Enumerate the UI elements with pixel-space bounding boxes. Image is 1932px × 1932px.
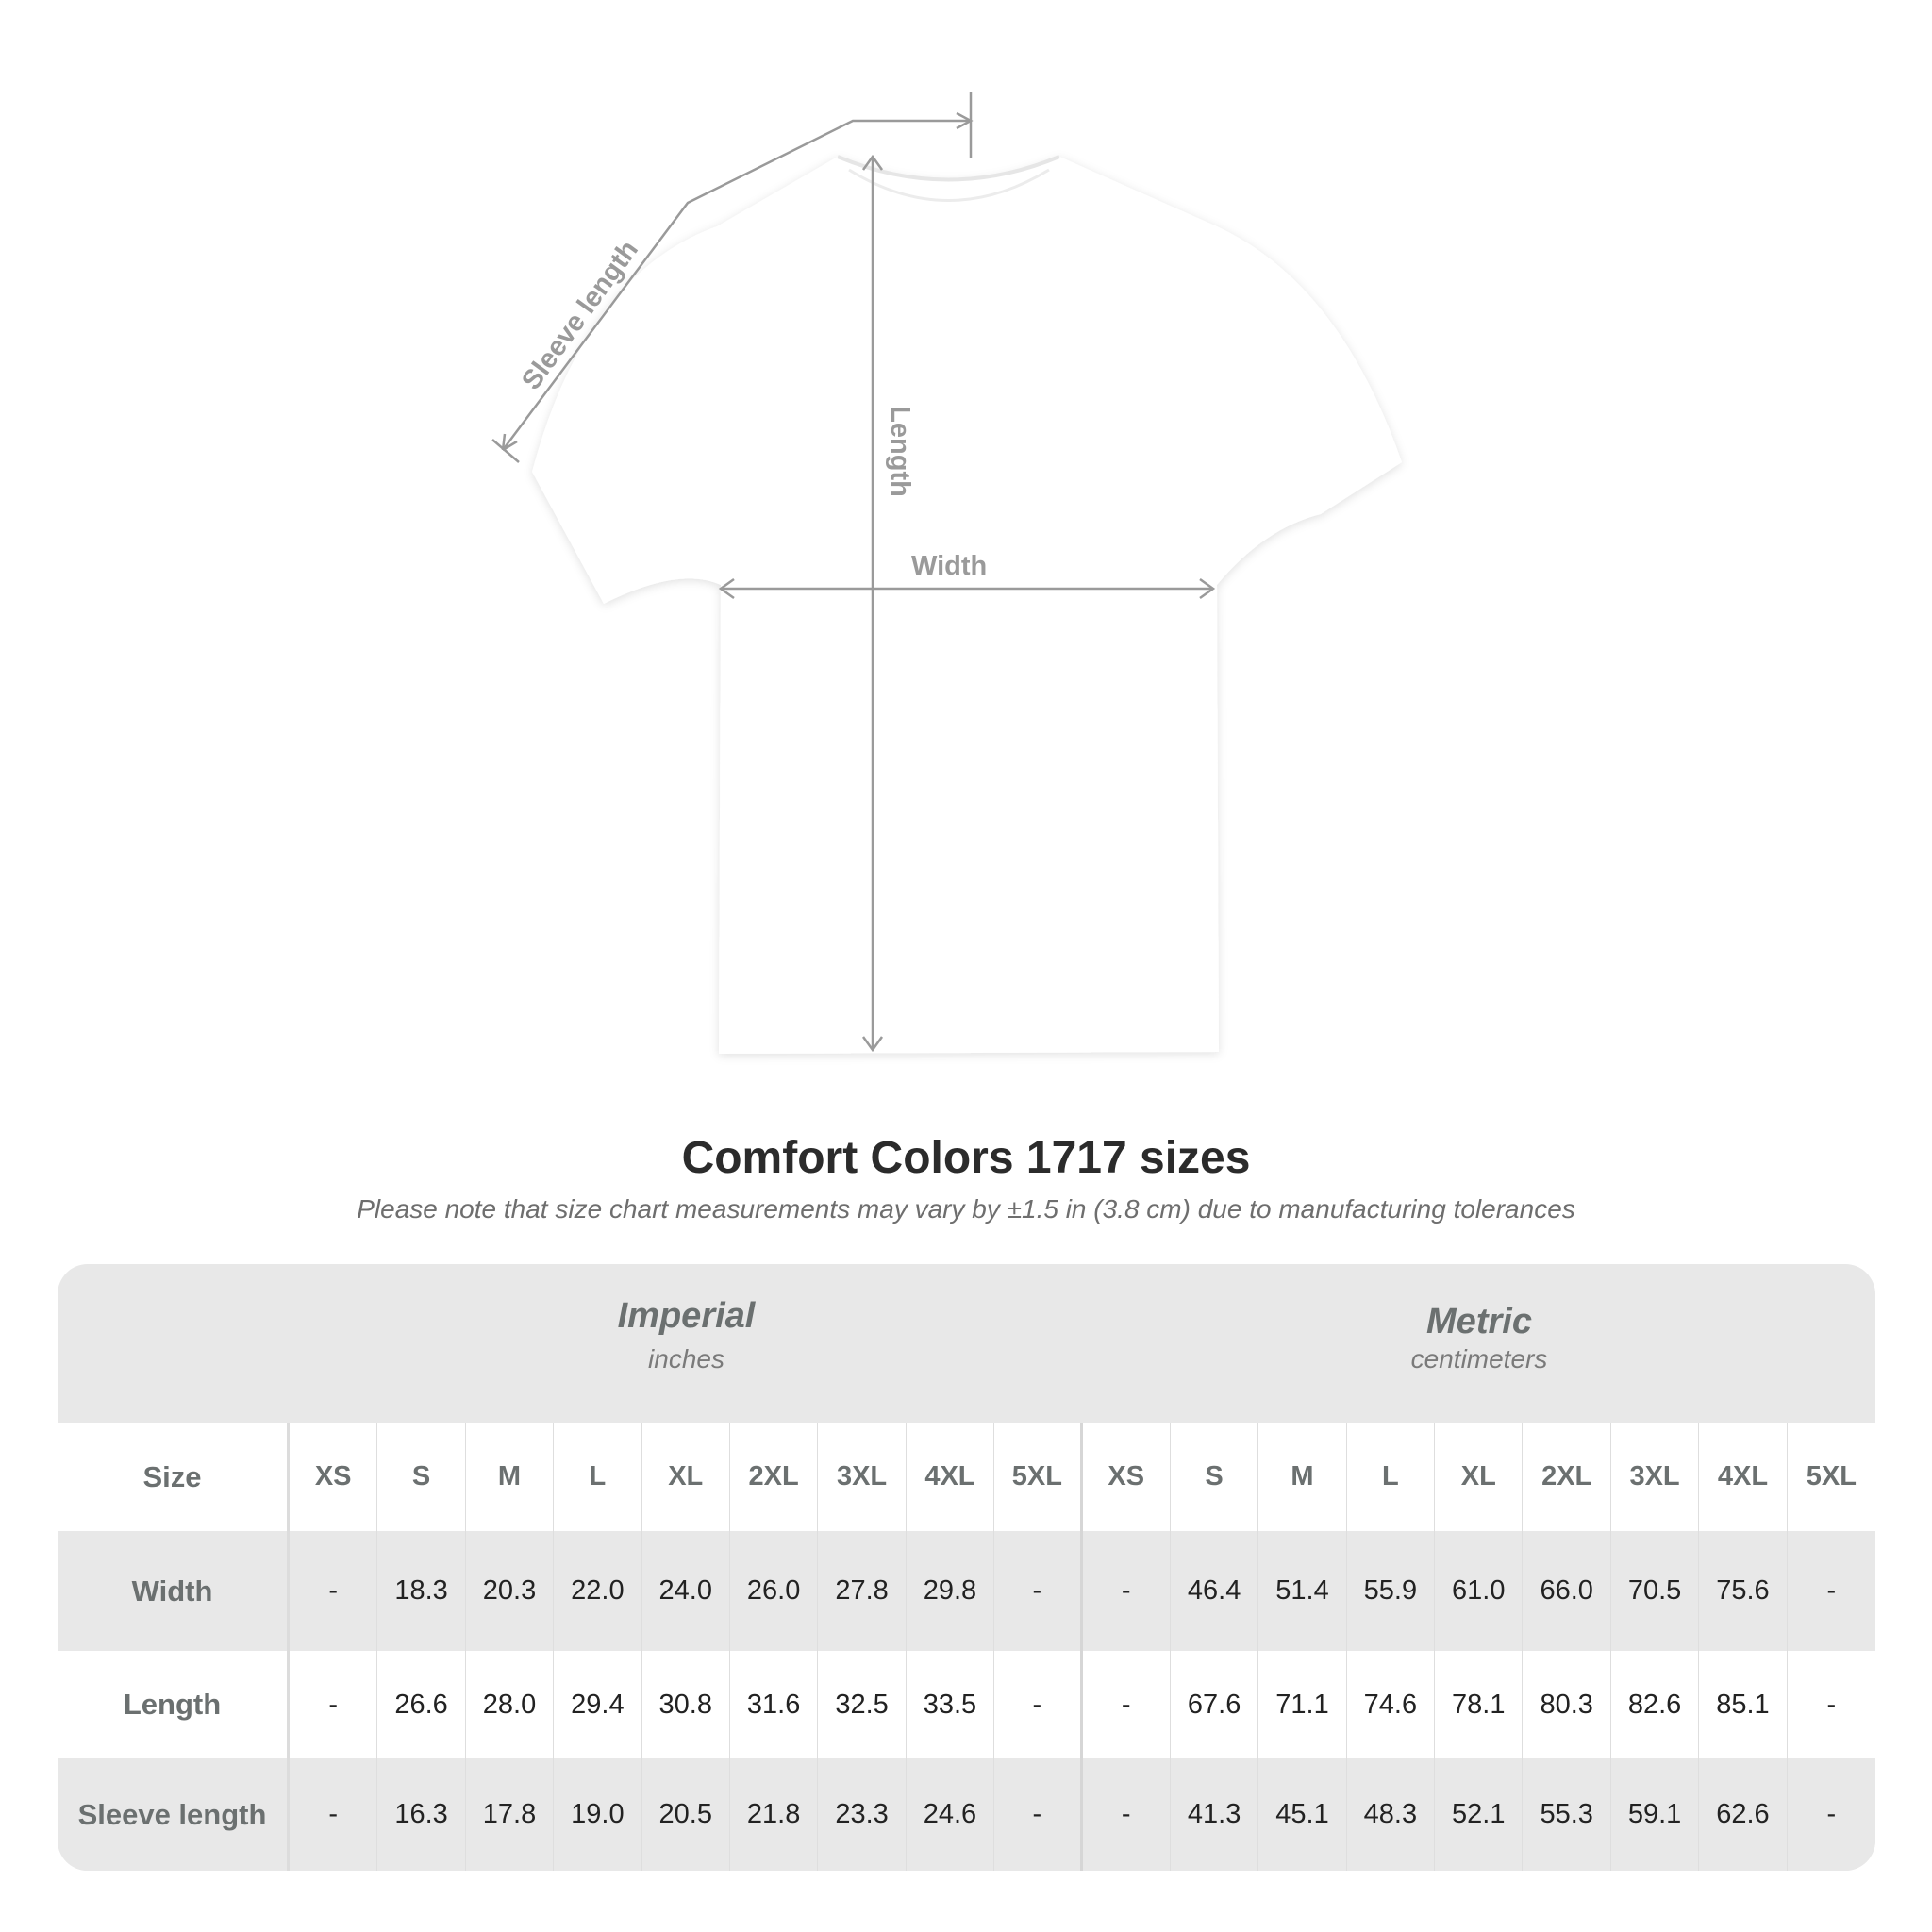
size-header-cell: 5XL	[994, 1423, 1083, 1531]
table-cell: -	[994, 1531, 1083, 1651]
table-cell: -	[290, 1531, 378, 1651]
table-cell: 70.5	[1611, 1531, 1700, 1651]
table-row: Length -26.6 28.0 29.4 30.8 31.6 32.5 33.5- -67.…	[58, 1651, 1875, 1758]
size-header-cell: XS	[290, 1423, 378, 1531]
sleeve-length-line	[501, 119, 971, 451]
table-cell: 20.3	[466, 1531, 555, 1651]
table-cell: 17.8	[466, 1758, 555, 1871]
size-header-cell: 2XL	[1523, 1423, 1611, 1531]
length-label: Length	[884, 406, 915, 497]
table-cell: 20.5	[642, 1758, 730, 1871]
table-cell: 59.1	[1611, 1758, 1700, 1871]
table-cell: -	[1083, 1651, 1171, 1758]
table-cell: 67.6	[1171, 1651, 1259, 1758]
row-label: Width	[58, 1531, 290, 1651]
size-header-cell: M	[1258, 1423, 1347, 1531]
metric-header: Metric centimeters	[1083, 1264, 1875, 1423]
width-label: Width	[911, 551, 988, 581]
size-header-cell: 3XL	[1611, 1423, 1700, 1531]
tshirt-body	[532, 157, 1402, 1054]
table-cell: 74.6	[1347, 1651, 1436, 1758]
size-header-cell: L	[554, 1423, 642, 1531]
size-header-cell: 3XL	[818, 1423, 907, 1531]
table-cell: -	[290, 1651, 378, 1758]
table-cell: 21.8	[730, 1758, 819, 1871]
table-cell: -	[1083, 1758, 1171, 1871]
table-cell: 29.8	[907, 1531, 995, 1651]
table-cell: -	[1083, 1531, 1171, 1651]
row-label: Sleeve length	[58, 1758, 290, 1871]
table-cell: 22.0	[554, 1531, 642, 1651]
table-cell: 66.0	[1523, 1531, 1611, 1651]
table-cell: 26.0	[730, 1531, 819, 1651]
table-cell: 24.0	[642, 1531, 730, 1651]
table-cell: -	[1826, 1689, 1837, 1720]
table-row: Sleeve length -16.3 17.8 19.0 20.5 21.8 23.3 24…	[58, 1758, 1875, 1871]
size-header-cell: 4XL	[1699, 1423, 1788, 1531]
table-cell: 27.8	[818, 1531, 907, 1651]
size-header-cell: XL	[1435, 1423, 1524, 1531]
table-cell: 41.3	[1171, 1758, 1259, 1871]
table-cell: 75.6	[1699, 1531, 1788, 1651]
row-label: Size	[58, 1423, 290, 1531]
table-cell: 31.6	[730, 1651, 819, 1758]
table-cell: 82.6	[1611, 1651, 1700, 1758]
table-cell: -	[290, 1758, 378, 1871]
table-cell: 51.4	[1258, 1531, 1347, 1651]
table-cell: 28.0	[466, 1651, 555, 1758]
imperial-title: Imperial	[617, 1296, 756, 1336]
size-header-cell: XS	[1083, 1423, 1171, 1531]
tshirt-diagram	[491, 92, 1402, 1054]
table-cell: 18.3	[377, 1531, 466, 1651]
table-cell: 45.1	[1258, 1758, 1347, 1871]
table-cell: 16.3	[377, 1758, 466, 1871]
imperial-unit: inches	[648, 1344, 724, 1374]
size-header-cell: 2XL	[730, 1423, 819, 1531]
size-header-cell: 5XL	[1806, 1461, 1857, 1491]
row-label: Length	[58, 1651, 290, 1758]
table-cell: 19.0	[554, 1758, 642, 1871]
table-cell: -	[994, 1758, 1083, 1871]
page-title: Comfort Colors 1717 sizes	[681, 1133, 1251, 1183]
table-cell: 61.0	[1435, 1531, 1524, 1651]
table-cell: 52.1	[1435, 1758, 1524, 1871]
table-cell: 30.8	[642, 1651, 730, 1758]
size-table: Imperial inches Metric centimeters Size X…	[58, 1264, 1875, 1871]
table-cell: 80.3	[1523, 1651, 1611, 1758]
size-header-cell: L	[1347, 1423, 1436, 1531]
table-cell: -	[994, 1651, 1083, 1758]
table-cell: 55.3	[1523, 1758, 1611, 1871]
table-cell: 78.1	[1435, 1651, 1524, 1758]
table-cell: 62.6	[1699, 1758, 1788, 1871]
metric-unit: centimeters	[1410, 1344, 1548, 1374]
tolerance-note: Please note that size chart measurements…	[357, 1194, 1575, 1224]
table-cell: 23.3	[818, 1758, 907, 1871]
table-cell: 55.9	[1347, 1531, 1436, 1651]
size-header-cell: S	[377, 1423, 466, 1531]
table-cell: -	[1826, 1799, 1837, 1829]
table-cell: 24.6	[907, 1758, 995, 1871]
table-cell: 29.4	[554, 1651, 642, 1758]
table-cell: 71.1	[1258, 1651, 1347, 1758]
table-cell: 85.1	[1699, 1651, 1788, 1758]
size-header-cell: XL	[642, 1423, 730, 1531]
table-cell: 26.6	[377, 1651, 466, 1758]
size-header-cell: S	[1171, 1423, 1259, 1531]
table-cell: -	[1826, 1575, 1837, 1606]
table-row: Width -18.3 20.3 22.0 24.0 26.0 27.8 29.8- -46.4…	[58, 1531, 1875, 1651]
table-cell: 32.5	[818, 1651, 907, 1758]
table-cell: 33.5	[907, 1651, 995, 1758]
table-cell: 46.4	[1171, 1531, 1259, 1651]
table-cell: 48.3	[1347, 1758, 1436, 1871]
size-header-row: Size XS S M L XL 2XL 3XL 4XL 5XL XS S M L XL 2XL 3XL 4XL 5…	[58, 1423, 1875, 1531]
imperial-header: Imperial inches	[290, 1264, 1083, 1423]
size-header-cell: 4XL	[907, 1423, 995, 1531]
metric-title: Metric	[1426, 1302, 1532, 1341]
size-header-cell: M	[466, 1423, 555, 1531]
